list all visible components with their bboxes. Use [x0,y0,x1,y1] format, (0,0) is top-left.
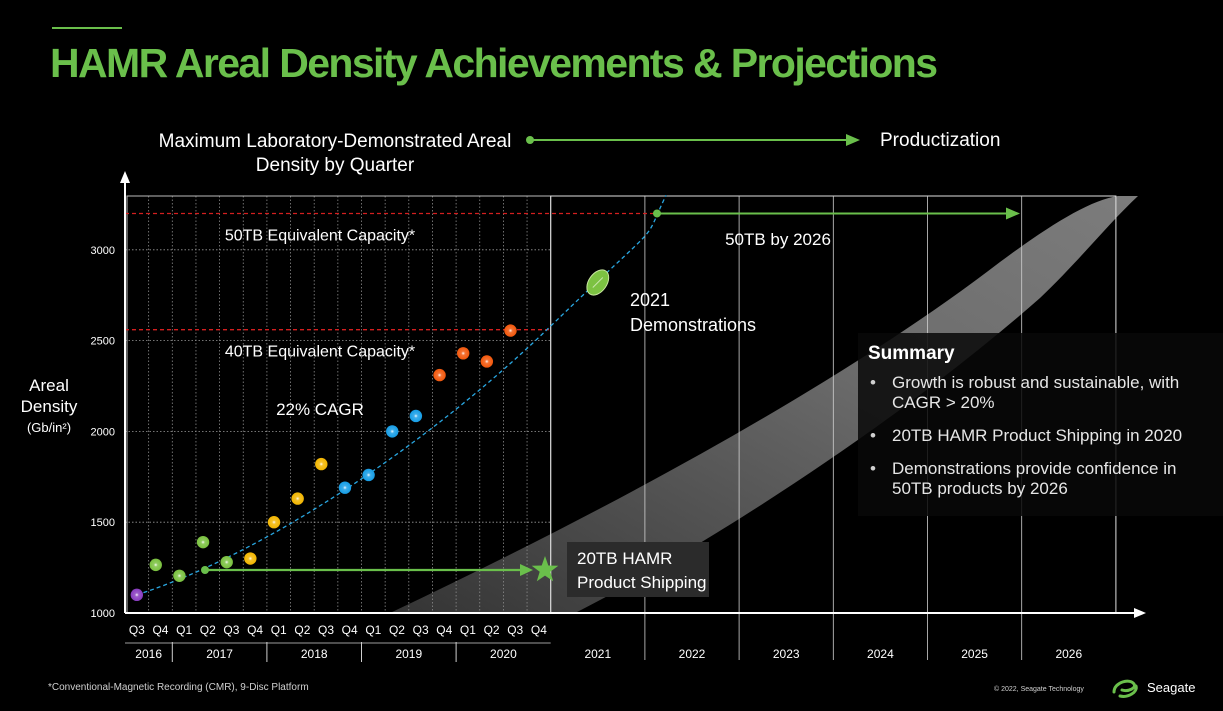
y-axis-label-unit: (Gb/in²) [26,420,72,435]
by-2026-label: 50TB by 2026 [725,230,831,249]
x-tick-quarter-label: Q2 [200,623,216,637]
title-accent-line [52,27,122,29]
demonstrations-label-line-2: Demonstrations [630,315,756,335]
x-tick-quarter-label: Q3 [223,623,239,637]
x-tick-quarter-label: Q3 [129,623,145,637]
summary-list: Growth is robust and sustainable, with C… [868,373,1211,499]
projection-band [390,196,1138,613]
x-tick-quarter-label: Q1 [365,623,381,637]
demo-2021-marker-shine [592,277,604,288]
y-axis-label: Areal Density (Gb/in²) [10,375,88,438]
copyright: © 2022, Seagate Technology [994,686,1084,693]
y-tick-label: 3000 [91,245,115,257]
y-axis-label-main: Areal Density [20,376,78,416]
x-tick-quarter-label: Q1 [460,623,476,637]
summary-heading: Summary [868,343,955,364]
summary-bullet-2: 20TB HAMR Product Shipping in 2020 [870,426,1211,446]
x-axis-arrowhead [1134,608,1146,618]
series-layer [130,134,1020,602]
data-point-highlight [481,355,493,367]
text-layer: 50TB Equivalent Capacity* 40TB Equivalent… [91,227,1083,661]
productization-heading: Productization [880,130,1001,151]
y-tick-label: 2500 [91,336,115,348]
x-tick-future-year-label: 2024 [867,647,894,661]
seagate-brand: Seagate [1147,680,1196,695]
heading-arrowhead [846,134,860,146]
seagate-logo-icon [1112,679,1138,698]
x-tick-quarter-label: Q4 [247,623,263,637]
x-tick-quarter-label: Q2 [294,623,310,637]
data-point-highlight [339,482,351,494]
summary-panel: Summary Growth is robust and sustainable… [858,333,1223,516]
data-point-highlight [504,325,516,337]
footnote: *Conventional-Magnetic Recording (CMR), … [48,682,309,693]
x-tick-quarter-label: Q4 [342,623,358,637]
x-tick-quarter-label: Q4 [531,623,547,637]
x-tick-year-label: 2019 [395,647,422,661]
data-point-highlight [221,556,233,568]
x-tick-quarter-label: Q4 [436,623,452,637]
summary-bullet-3: Demonstrations provide confidence in 50T… [870,459,1211,499]
data-point-highlight [173,570,185,582]
x-tick-future-year-label: 2026 [1055,647,1082,661]
x-tick-year-label: 2020 [490,647,517,661]
x-tick-future-year-label: 2023 [773,647,800,661]
data-point-highlight [315,458,327,470]
axes-layer [120,171,1146,662]
data-point-highlight [410,410,422,422]
y-axis-arrowhead [120,171,130,183]
y-tick-label: 1500 [91,517,115,529]
data-point-highlight [363,469,375,481]
data-point-highlight [457,347,469,359]
data-point-highlight [292,493,304,505]
lab-demonstrated-heading: Maximum Laboratory-Demonstrated Areal De… [158,131,512,176]
y-tick-label: 1000 [91,608,115,620]
x-tick-year-label: 2018 [301,647,328,661]
shipping-label-line-1: 20TB HAMR [577,549,672,568]
data-point-highlight [131,589,143,601]
x-tick-future-year-label: 2025 [961,647,988,661]
page-title: HAMR Areal Density Achievements & Projec… [50,40,938,86]
summary-bullet-1: Growth is robust and sustainable, with C… [870,373,1211,413]
x-tick-future-year-label: 2022 [679,647,706,661]
x-tick-quarter-label: Q1 [271,623,287,637]
data-point-highlight [386,425,398,437]
x-tick-quarter-label: Q3 [413,623,429,637]
x-tick-year-label: 2017 [206,647,233,661]
x-tick-future-year-label: 2021 [584,647,611,661]
x-tick-quarter-label: Q3 [507,623,523,637]
threshold-label: 40TB Equivalent Capacity* [225,344,415,361]
data-point-highlight [268,516,280,528]
data-point-highlight [244,553,256,565]
x-tick-quarter-label: Q3 [318,623,334,637]
shipping-label-line-2: Product Shipping [577,573,706,592]
x-tick-quarter-label: Q2 [389,623,405,637]
data-point-highlight [150,559,162,571]
shipping-arrowhead [520,564,533,576]
cagr-label: 22% CAGR [276,400,364,419]
projection-band-layer [390,196,1138,613]
x-tick-quarter-label: Q2 [484,623,500,637]
data-point-highlight [434,369,446,381]
x-tick-year-label: 2016 [135,647,162,661]
y-tick-label: 2000 [91,426,115,438]
demonstrations-label-line-1: 2021 [630,290,670,310]
threshold-label: 50TB Equivalent Capacity* [225,227,415,244]
target-arrowhead [1006,207,1020,220]
x-tick-quarter-label: Q1 [176,623,192,637]
shipping-star-icon [531,556,559,582]
data-point-highlight [197,536,209,548]
shipping-label-box [567,542,709,597]
x-tick-quarter-label: Q4 [152,623,168,637]
